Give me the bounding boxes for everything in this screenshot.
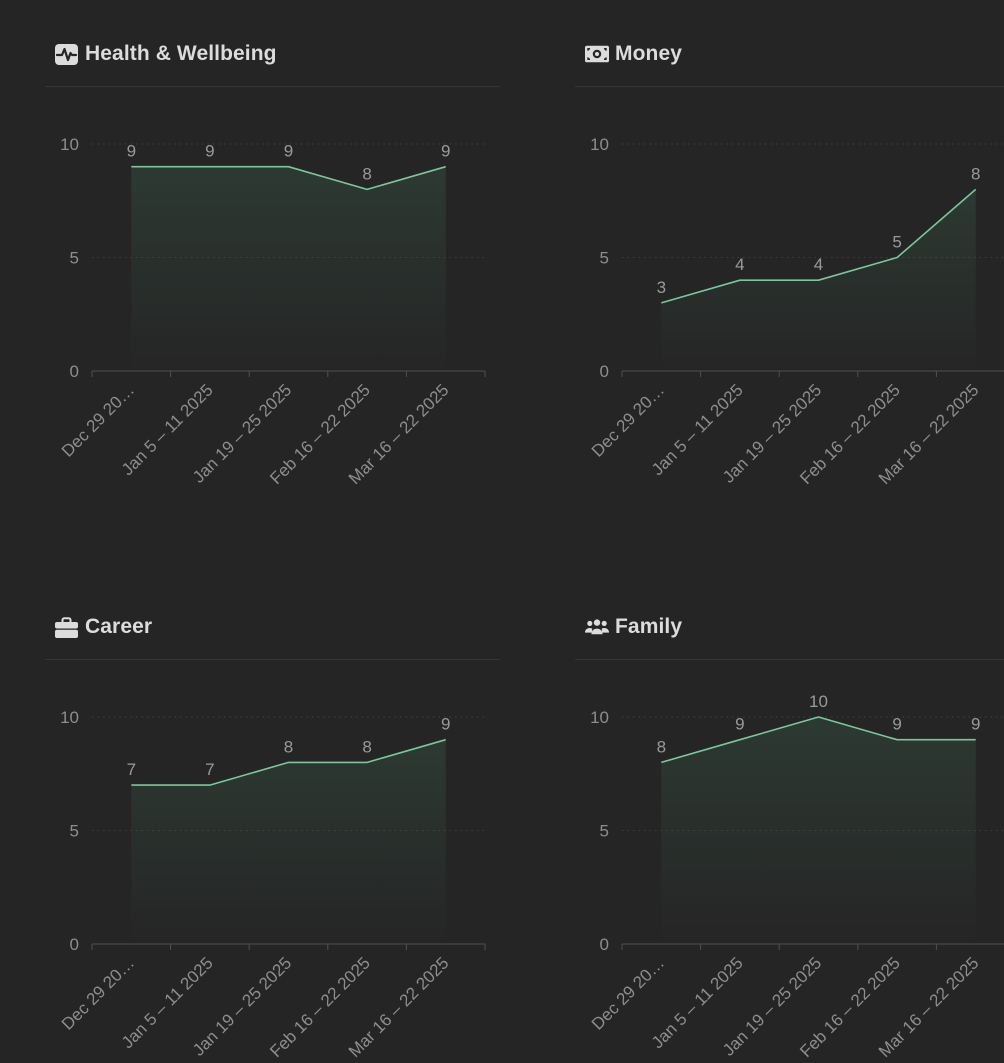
panel-header: Family: [585, 614, 682, 640]
chart-panel-money: Money 0 5 10 3 4 4 5 8 Dec 29 20… Jan 5 – 11 2025…: [575, 30, 1004, 490]
divider: [45, 659, 500, 660]
data-label: 9: [892, 715, 901, 734]
data-label: 4: [735, 255, 744, 274]
y-tick-label: 10: [590, 135, 609, 154]
y-tick-label: 10: [60, 708, 79, 727]
data-label: 8: [284, 737, 293, 756]
divider: [575, 659, 1004, 660]
data-label: 10: [809, 692, 828, 711]
data-label: 8: [971, 164, 980, 183]
panel-title: Family: [615, 615, 683, 638]
data-label: 9: [205, 142, 214, 161]
data-label: 7: [205, 760, 214, 779]
data-label: 7: [127, 760, 136, 779]
x-tick-label: Dec 29 20…: [58, 380, 138, 460]
area-fill: [131, 166, 446, 371]
panel-title: Career: [85, 615, 153, 638]
y-tick-label: 5: [70, 249, 79, 268]
data-label: 5: [892, 233, 901, 252]
data-label: 9: [971, 715, 980, 734]
panel-title: Health & Wellbeing: [85, 42, 277, 65]
panel-header: Money: [585, 41, 682, 67]
chart-panel-family: Family 0 5 10 8 9 10 9 9 Dec 29 20… Jan 5 – 11 20…: [575, 603, 1004, 1063]
money-bill-icon: [585, 43, 609, 65]
panel-header: Career: [55, 614, 152, 640]
chart-panel-health: Health & Wellbeing 0 5 10 9 9 9 8 9 Dec 29 20… Ja…: [45, 30, 500, 490]
y-tick-label: 5: [600, 249, 609, 268]
x-tick-label: Dec 29 20…: [588, 953, 668, 1033]
briefcase-icon: [55, 616, 79, 638]
y-tick-label: 0: [70, 362, 79, 381]
series-line: [131, 165, 446, 191]
chart-panel-career: Career 0 5 10 7 7 8 8 9 Dec 29 20… Jan 5 – 11 202…: [45, 603, 500, 1063]
data-label: 8: [362, 164, 371, 183]
activity-icon: [55, 43, 79, 65]
y-tick-label: 5: [70, 822, 79, 841]
panel-header: Health & Wellbeing: [55, 41, 277, 67]
y-tick-label: 0: [600, 935, 609, 954]
data-label: 9: [441, 715, 450, 734]
panel-title: Money: [615, 42, 683, 65]
y-tick-label: 0: [600, 362, 609, 381]
x-tick-label: Dec 29 20…: [588, 380, 668, 460]
divider: [575, 86, 1004, 87]
data-label: 3: [657, 278, 666, 297]
x-tick-label: Dec 29 20…: [58, 953, 138, 1033]
data-label: 8: [362, 737, 371, 756]
area-fill: [661, 717, 976, 944]
data-label: 9: [735, 715, 744, 734]
y-tick-label: 10: [60, 135, 79, 154]
series-line: [131, 738, 446, 786]
divider: [45, 86, 500, 87]
y-tick-label: 0: [70, 935, 79, 954]
series-line: [661, 188, 977, 304]
users-icon: [585, 616, 609, 638]
data-label: 4: [814, 255, 823, 274]
data-label: 9: [127, 142, 136, 161]
data-label: 9: [441, 142, 450, 161]
y-tick-label: 5: [600, 822, 609, 841]
data-label: 8: [657, 737, 666, 756]
series-line: [661, 716, 976, 764]
area-fill: [131, 739, 446, 944]
y-tick-label: 10: [590, 708, 609, 727]
data-label: 9: [284, 142, 293, 161]
